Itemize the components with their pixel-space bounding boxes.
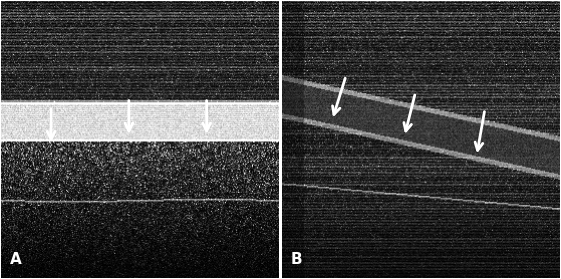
Text: B: B xyxy=(291,252,302,267)
Text: A: A xyxy=(10,252,21,267)
